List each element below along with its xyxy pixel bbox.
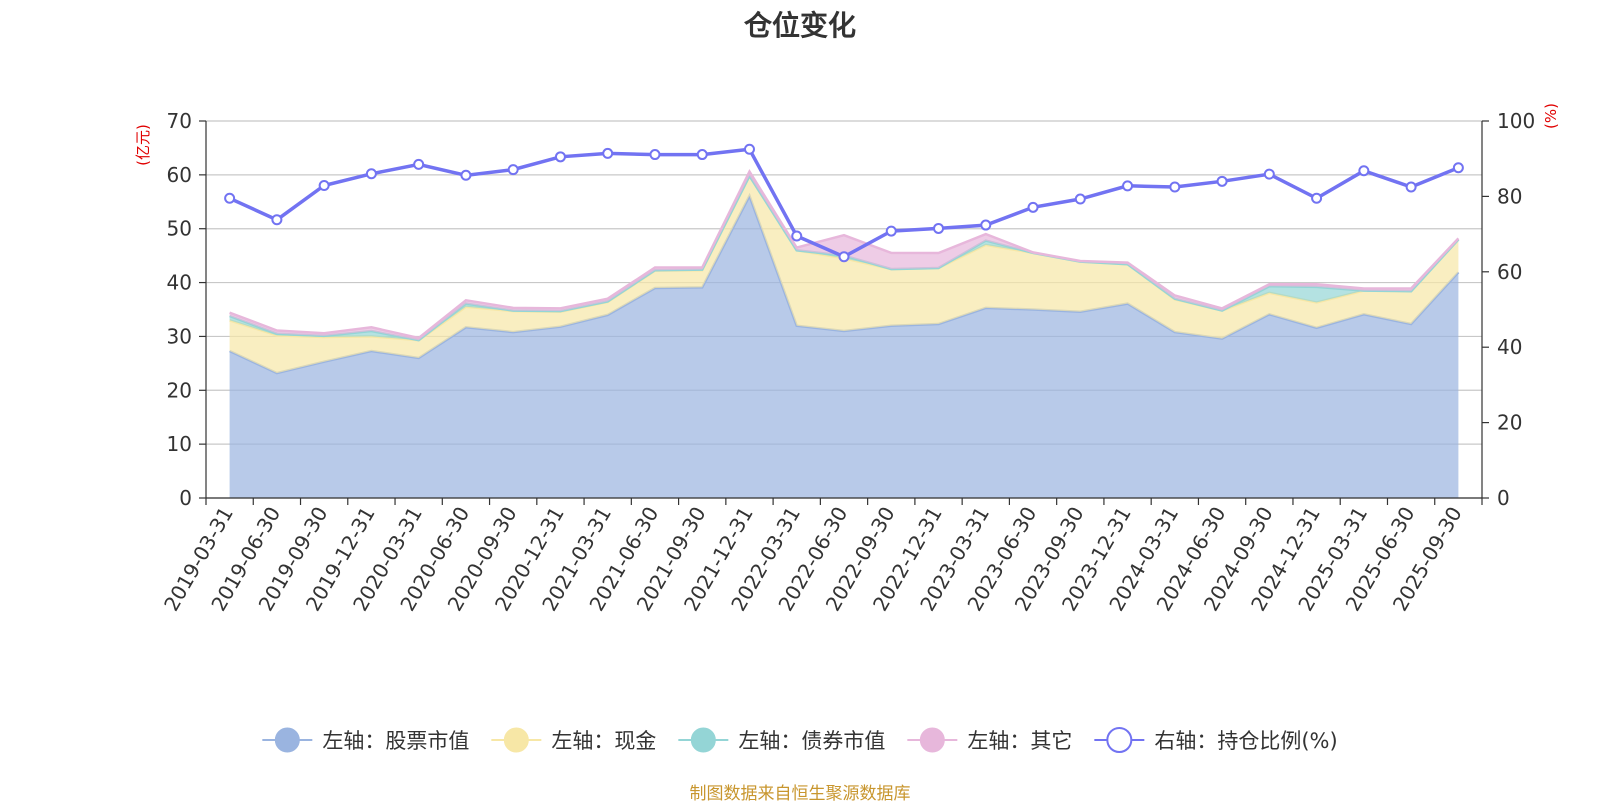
holding-ratio-point — [933, 222, 945, 234]
left-tick-label: 60 — [167, 163, 192, 187]
source-note: 制图数据来自恒生聚源数据库 — [689, 784, 911, 804]
legend-label: 左轴：债券市值 — [738, 729, 885, 753]
holding-ratio-point — [1169, 181, 1181, 193]
legend-item: 左轴：现金 — [491, 727, 656, 753]
holding-ratio-point — [460, 169, 472, 181]
legend-item: 右轴：持仓比例(%) — [1094, 727, 1338, 753]
holding-ratio-point — [743, 143, 755, 155]
legend-marker-icon — [503, 727, 529, 753]
legend-label: 左轴：现金 — [551, 729, 656, 753]
right-tick-label: 20 — [1497, 411, 1522, 435]
legend: 左轴：股票市值 左轴：现金 左轴：债券市值 左轴：其它 右轴：持仓比例(%) — [262, 727, 1338, 753]
holding-ratio-point — [885, 225, 897, 237]
legend-label: 左轴：股票市值 — [322, 729, 469, 753]
left-tick-label: 30 — [167, 324, 192, 348]
holding-ratio-point — [271, 214, 283, 226]
legend-marker-icon — [919, 727, 945, 753]
legend-marker-icon — [690, 727, 716, 753]
holding-ratio-point — [413, 158, 425, 170]
legend-marker-icon — [1106, 727, 1133, 753]
legend-item: 左轴：债券市值 — [678, 727, 885, 753]
holding-ratio-point — [1405, 181, 1417, 193]
chart-title: 仓位变化 — [743, 9, 856, 42]
holding-ratio-point — [649, 149, 661, 161]
legend-item: 左轴：其它 — [907, 727, 1072, 753]
holding-ratio-point — [1122, 180, 1134, 192]
legend-label: 左轴：其它 — [967, 729, 1072, 753]
right-tick-label: 40 — [1497, 335, 1522, 359]
legend-marker-icon — [274, 727, 300, 753]
holding-ratio-point — [1358, 165, 1370, 177]
right-tick-label: 0 — [1497, 486, 1510, 510]
area-band-1 — [229, 175, 1459, 374]
holding-ratio-point — [507, 164, 519, 176]
right-tick-label: 80 — [1497, 184, 1522, 208]
holding-ratio-point — [838, 251, 850, 263]
holding-ratio-point — [365, 168, 377, 180]
holding-ratio-point — [1263, 168, 1275, 180]
left-tick-label: 10 — [167, 432, 192, 456]
holding-ratio-point — [1452, 162, 1464, 174]
left-tick-label: 50 — [167, 217, 192, 241]
holding-ratio-point — [554, 151, 566, 163]
right-tick-label: 100 — [1497, 109, 1535, 133]
holding-ratio-point — [318, 179, 330, 191]
holding-ratio-point — [224, 192, 236, 204]
holding-ratio-point — [1216, 175, 1228, 187]
holding-ratio-point — [980, 219, 992, 231]
holding-ratio-point — [696, 149, 708, 161]
left-tick-label: 20 — [167, 378, 192, 402]
legend-label: 右轴：持仓比例(%) — [1154, 729, 1337, 753]
left-tick-label: 0 — [179, 486, 192, 510]
holding-ratio-point — [1027, 201, 1039, 213]
holding-ratio-point — [1074, 193, 1086, 205]
right-tick-label: 60 — [1497, 260, 1522, 284]
area-band-0 — [229, 195, 1459, 498]
left-tick-label: 70 — [167, 109, 192, 133]
holding-ratio-point — [791, 230, 803, 242]
left-tick-label: 40 — [167, 271, 192, 295]
legend-item: 左轴：股票市值 — [262, 727, 469, 753]
right-unit-label: (%) — [1542, 103, 1560, 129]
left-unit-label: (亿元) — [134, 124, 152, 166]
holding-ratio-point — [602, 147, 614, 159]
holding-ratio-point — [1311, 192, 1323, 204]
area-line-3 — [229, 169, 1460, 340]
